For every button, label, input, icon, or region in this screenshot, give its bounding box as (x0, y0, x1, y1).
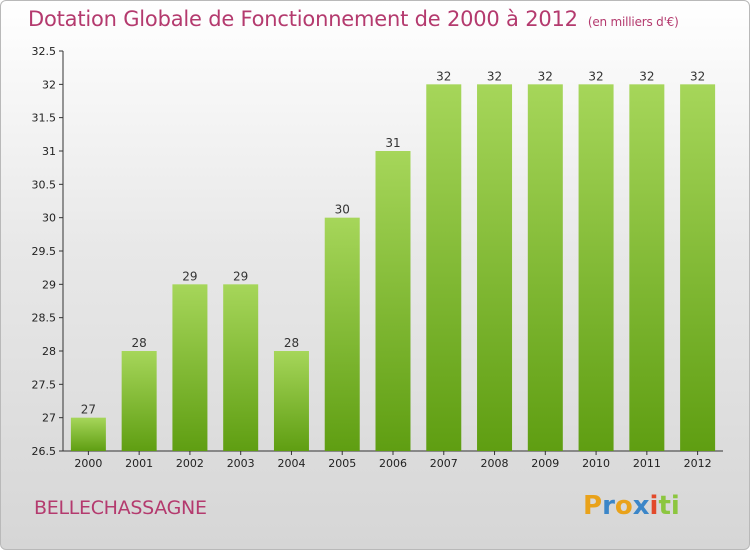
y-tick-label: 27.5 (32, 378, 57, 391)
bar-2004 (273, 351, 309, 451)
bar-2000 (70, 417, 106, 451)
x-tick-label: 2011 (633, 457, 661, 470)
y-tick-label: 31.5 (32, 112, 57, 125)
bar-2002 (172, 284, 208, 451)
bar-value-label: 30 (335, 203, 350, 217)
x-tick-label: 2008 (481, 457, 509, 470)
y-tick-label: 28 (42, 345, 56, 358)
bar-value-label: 32 (538, 69, 553, 83)
x-tick-label: 2004 (277, 457, 305, 470)
y-tick-label: 26.5 (32, 445, 57, 458)
bar-2008 (477, 84, 513, 451)
x-tick-label: 2001 (125, 457, 153, 470)
y-tick-label: 31 (42, 145, 56, 158)
y-tick-label: 32.5 (32, 45, 57, 58)
bar-2009 (527, 84, 563, 451)
x-tick-label: 2002 (176, 457, 204, 470)
bar-2003 (223, 284, 259, 451)
bar-2001 (121, 351, 157, 451)
bar-value-label: 32 (487, 69, 502, 83)
bar-value-label: 32 (436, 69, 451, 83)
bar-2012 (680, 84, 716, 451)
x-tick-label: 2005 (328, 457, 356, 470)
y-tick-label: 29 (42, 278, 56, 291)
bar-value-label: 32 (639, 69, 654, 83)
bar-value-label: 28 (132, 336, 147, 350)
chart-bars (70, 84, 716, 451)
y-tick-label: 30 (42, 212, 56, 225)
bar-value-label: 29 (233, 269, 248, 283)
y-tick-label: 30.5 (32, 178, 57, 191)
x-tick-label: 2010 (582, 457, 610, 470)
logo-letter: i (649, 491, 659, 521)
proxiti-logo[interactable]: Proxiti (583, 491, 680, 521)
chart-axes: 26.5 27 27.5 28 28.5 29 29.5 30 30.5 31 31.5 32 32.5… (32, 45, 723, 470)
bar-2006 (375, 151, 411, 451)
logo-letter: x (632, 491, 650, 521)
commune-name: BELLECHASSAGNE (34, 497, 207, 519)
logo-letter: t (658, 491, 671, 521)
x-tick-label: 2012 (684, 457, 712, 470)
bar-2011 (629, 84, 665, 451)
chart-title: Dotation Globale de Fonctionnement de 20… (28, 7, 679, 31)
logo-letter: o (614, 491, 633, 521)
bar-value-label: 27 (81, 403, 96, 417)
x-tick-label: 2007 (430, 457, 458, 470)
x-tick-label: 2000 (74, 457, 102, 470)
chart-data-labels: 27 28 29 29 28 30 31 32 32 32 32 32 32 (81, 69, 706, 416)
bar-2007 (426, 84, 462, 451)
chart-subtitle: (en milliers d'€) (587, 15, 679, 29)
y-tick-label: 27 (42, 412, 56, 425)
x-tick-label: 2003 (227, 457, 255, 470)
bar-value-label: 29 (182, 269, 197, 283)
chart-title-text: Dotation Globale de Fonctionnement de 20… (28, 7, 578, 31)
x-tick-label: 2006 (379, 457, 407, 470)
bar-2005 (324, 217, 360, 451)
logo-letter: i (670, 491, 680, 521)
y-tick-label: 29.5 (32, 245, 57, 258)
x-tick-label: 2009 (531, 457, 559, 470)
bar-value-label: 28 (284, 336, 299, 350)
y-tick-label: 32 (42, 78, 56, 91)
y-tick-label: 28.5 (32, 312, 57, 325)
bar-value-label: 32 (690, 69, 705, 83)
logo-letter: r (602, 491, 615, 521)
bar-value-label: 31 (385, 136, 400, 150)
logo-letter: P (583, 491, 603, 521)
bar-2010 (578, 84, 614, 451)
bar-value-label: 32 (588, 69, 603, 83)
